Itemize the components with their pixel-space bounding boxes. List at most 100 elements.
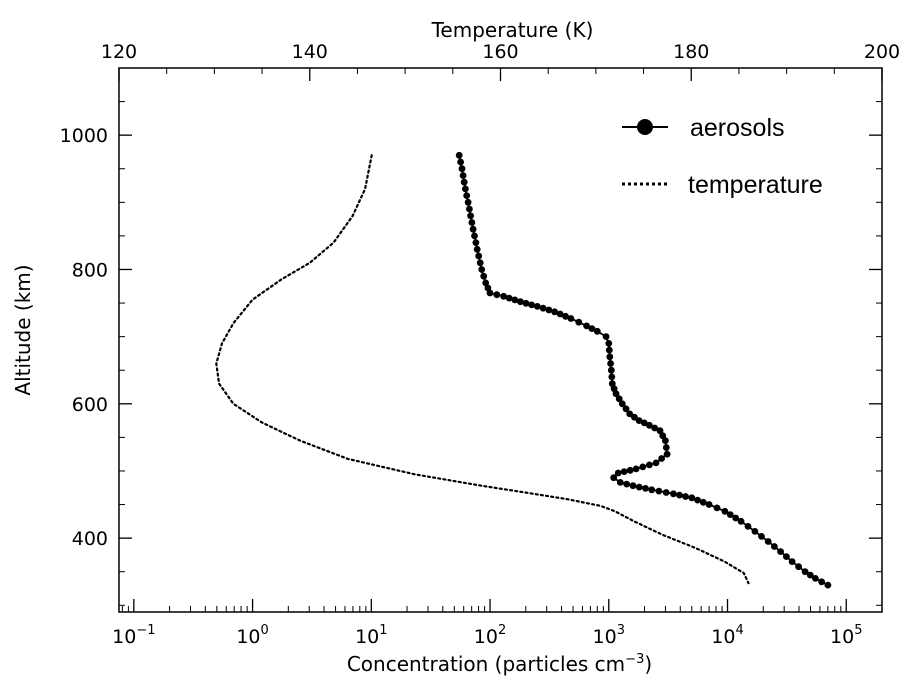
series-aerosols-point — [618, 400, 626, 408]
ticks — [118, 68, 883, 612]
series-aerosols-point — [705, 501, 713, 508]
series-aerosols-point — [522, 299, 530, 307]
series-aerosols-point — [795, 563, 802, 571]
x-bottom-tick-label: 100 — [236, 623, 268, 648]
series-aerosols-point — [466, 205, 473, 213]
series-aerosols-point — [751, 528, 759, 535]
series-aerosols-point — [486, 289, 494, 297]
series-aerosols-point — [607, 366, 615, 374]
series-aerosols-point — [694, 496, 701, 504]
series-aerosols-point — [467, 212, 474, 220]
series-aerosols-line — [458, 155, 829, 586]
series-aerosols-point — [475, 252, 483, 260]
series-aerosols-point — [472, 239, 480, 247]
series-aerosols-point — [473, 245, 481, 253]
series-aerosols-point — [771, 543, 778, 550]
series-aerosols-point — [646, 421, 653, 429]
x-bottom-tick-label: 104 — [711, 623, 743, 648]
x-top-tick-label: 180 — [673, 41, 709, 63]
series-aerosols-point — [812, 575, 819, 582]
x-bottom-tick-exp: 2 — [498, 623, 506, 638]
series-aerosols-point — [777, 548, 784, 555]
series-aerosols-point — [699, 498, 707, 506]
series-aerosols-point — [588, 325, 596, 332]
series-aerosols-point — [662, 437, 669, 445]
x-bottom-tick-base: 10 — [593, 626, 617, 648]
series-aerosols-point — [623, 480, 631, 488]
series-aerosols-point — [670, 490, 677, 498]
series-aerosols-point — [632, 465, 640, 473]
series-aerosols-point — [602, 333, 610, 340]
series-aerosols-point — [480, 272, 488, 280]
series-aerosols-point — [593, 327, 601, 335]
bottom-axis-title-sup: −3 — [625, 652, 644, 667]
series-aerosols-point — [662, 444, 670, 451]
series-aerosols-point — [610, 474, 618, 482]
series-aerosols-point — [676, 491, 683, 499]
x-top-tick-label: 160 — [482, 41, 518, 63]
series-aerosols-point — [626, 466, 634, 474]
y-tick-label: 1000 — [60, 125, 108, 147]
series-aerosols-point — [620, 468, 628, 475]
series-aerosols-point — [688, 494, 696, 502]
x-bottom-tick-base: 10 — [355, 626, 379, 648]
series-aerosols-point — [663, 450, 671, 458]
series-aerosols-point — [824, 581, 832, 589]
series-aerosols-point — [801, 568, 809, 576]
series-aerosols-point — [651, 424, 659, 432]
series-aerosols-point — [463, 192, 471, 200]
series-aerosols-point — [545, 306, 553, 314]
x-bottom-tick-label: 101 — [355, 623, 387, 648]
series-aerosols-point — [658, 455, 665, 462]
x-bottom-tick-label: 102 — [474, 623, 506, 648]
x-bottom-tick-base: 10 — [830, 626, 854, 648]
series-aerosols-point — [783, 553, 790, 560]
series-aerosols-point — [464, 198, 472, 206]
x-bottom-tick-base: 10 — [474, 626, 498, 648]
series-aerosols-point — [476, 259, 484, 267]
series-aerosols-point — [640, 419, 648, 427]
series-aerosols-point — [556, 310, 564, 318]
x-bottom-tick-exp: 4 — [735, 623, 743, 638]
series-temperature-line — [215, 154, 750, 585]
series-aerosols-point — [652, 459, 660, 467]
series-aerosols-point — [626, 410, 634, 418]
series-aerosols-point — [682, 493, 689, 500]
x-bottom-tick-exp: 0 — [261, 623, 269, 638]
series-aerosols-point — [648, 486, 656, 494]
x-bottom-tick-exp: −1 — [136, 623, 155, 638]
series-aerosols-point — [511, 296, 519, 304]
legend-aerosols-label: aerosols — [690, 114, 785, 142]
series-aerosols-point — [455, 151, 463, 159]
series-aerosols-point — [533, 303, 541, 310]
series-aerosols-point — [583, 322, 590, 330]
series-aerosols-point — [460, 178, 468, 186]
series-aerosols-point — [764, 538, 772, 545]
series-aerosols-point — [656, 427, 664, 435]
x-bottom-tick-base: 10 — [236, 626, 260, 648]
legend-aerosols-marker — [637, 119, 653, 135]
series-aerosols-point — [806, 571, 814, 579]
series-aerosols-point — [635, 483, 643, 491]
series-aerosols-point — [462, 185, 469, 193]
x-bottom-tick-exp: 1 — [379, 623, 387, 638]
series-aerosols-point — [629, 482, 637, 490]
x-bottom-tick-base: 10 — [112, 626, 136, 648]
series-aerosols-point — [606, 353, 614, 361]
series-aerosols-point — [726, 511, 734, 518]
series-aerosols-point — [713, 504, 721, 512]
series-aerosols-point — [631, 413, 638, 421]
x-bottom-tick-label: 10−1 — [112, 623, 155, 648]
series-aerosols-point — [469, 225, 477, 233]
bottom-axis-title: Concentration (particles cm−3) — [347, 652, 652, 676]
series-aerosols-point — [459, 172, 467, 179]
series-aerosols-point — [614, 469, 622, 477]
series-aerosols-point — [642, 485, 649, 492]
bottom-axis-title-main: Concentration (particles cm — [347, 652, 625, 676]
series-aerosols-point — [818, 578, 825, 586]
series-aerosols-point — [471, 232, 478, 240]
series-aerosols-point — [788, 558, 796, 565]
series-aerosols-point — [655, 487, 663, 495]
